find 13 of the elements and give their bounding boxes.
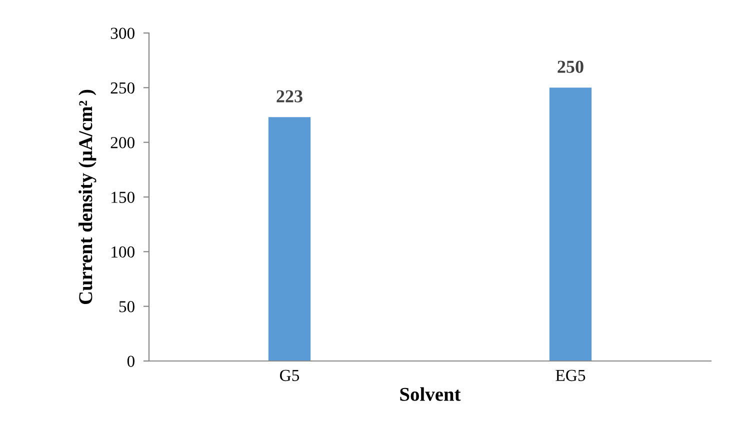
y-tick-label: 250	[110, 82, 134, 94]
x-axis-title: Solvent	[400, 387, 461, 401]
y-tick-label: 0	[127, 356, 134, 367]
y-tick-label: 50	[119, 301, 134, 312]
y-tick-label: 150	[112, 192, 134, 203]
x-tick-label: G5	[280, 370, 300, 382]
y-axis-title: Current density (µA/cm² )	[78, 90, 96, 304]
data-label: 223	[276, 90, 302, 102]
data-label: 250	[558, 60, 584, 73]
y-tick-label: 300	[110, 28, 134, 39]
y-tick-label: 200	[110, 137, 134, 148]
y-tick-label: 100	[112, 246, 134, 258]
x-tick-label: EG5	[556, 370, 586, 382]
